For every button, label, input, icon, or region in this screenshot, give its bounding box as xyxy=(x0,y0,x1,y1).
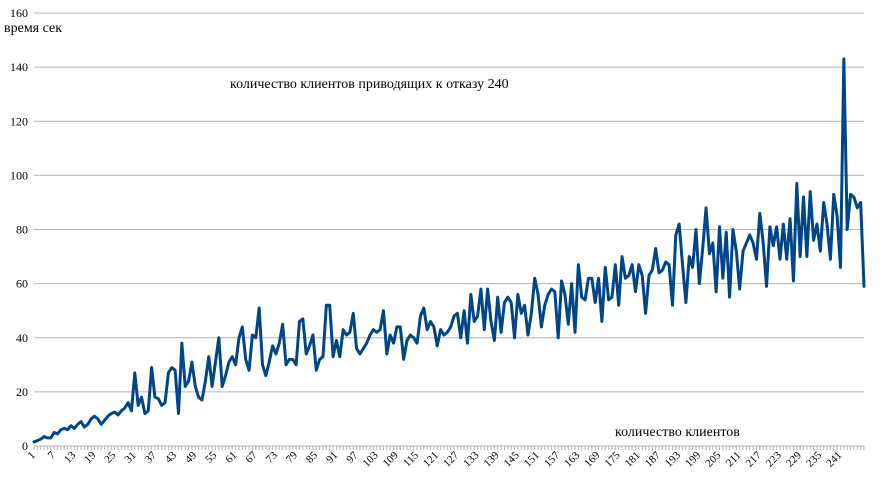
y-tick-label: 40 xyxy=(16,331,28,345)
gridlines xyxy=(34,12,864,447)
x-tick-label: 43 xyxy=(163,449,180,466)
x-tick-label: 145 xyxy=(502,449,523,470)
x-tick-label: 235 xyxy=(804,449,825,470)
x-tick-label: 181 xyxy=(623,449,643,469)
x-tick-label: 25 xyxy=(102,449,119,466)
x-tick-label: 139 xyxy=(481,449,502,470)
x-tick-label: 79 xyxy=(284,449,301,466)
y-tick-label: 120 xyxy=(10,114,28,128)
y-tick-label: 80 xyxy=(16,223,28,237)
series-layer xyxy=(32,57,866,444)
chart-annotation: количество клиентов приводящих к отказу … xyxy=(230,77,509,92)
x-tick-label: 151 xyxy=(522,449,542,469)
x-tick-label: 217 xyxy=(744,449,765,470)
x-tick-label: 157 xyxy=(542,449,563,470)
x-tick-label: 55 xyxy=(203,449,220,466)
x-tick-label: 121 xyxy=(421,449,441,469)
x-tick-label: 13 xyxy=(62,449,79,466)
x-tick-label: 97 xyxy=(344,449,361,466)
y-tick-label: 140 xyxy=(10,60,28,74)
x-axis-title: количество клиентов xyxy=(615,425,740,440)
x-tick-label: 61 xyxy=(223,449,239,465)
x-tick-label: 127 xyxy=(441,449,462,470)
x-tick-label: 133 xyxy=(461,449,482,470)
x-tick-label: 85 xyxy=(304,449,321,466)
x-tick-label: 187 xyxy=(643,449,664,470)
x-tick-label: 169 xyxy=(582,449,603,470)
x-tick-label: 229 xyxy=(784,449,805,470)
x-tick-label: 49 xyxy=(183,449,200,466)
x-tick-label: 175 xyxy=(602,449,623,470)
x-tick-label: 211 xyxy=(724,449,744,469)
x-tick-label: 109 xyxy=(381,449,402,470)
x-tick-label: 103 xyxy=(361,449,382,470)
x-tick-label: 205 xyxy=(703,449,724,470)
x-tick-label: 241 xyxy=(824,449,844,469)
x-tick-label: 7 xyxy=(46,449,59,462)
x-tick-label: 1 xyxy=(26,449,38,461)
x-axis-ticks: 1 7 13 19 25 31 37 43 49 55 61 67 73 79 85 91 97 103 109 11… xyxy=(26,446,865,470)
x-tick-label: 223 xyxy=(764,449,785,470)
x-tick-label: 19 xyxy=(82,449,99,466)
x-tick-label: 163 xyxy=(562,449,583,470)
x-tick-label: 115 xyxy=(401,449,421,469)
x-tick-label: 37 xyxy=(143,449,160,466)
series-line xyxy=(32,57,866,444)
x-tick-label: 199 xyxy=(683,449,704,470)
x-tick-label: 67 xyxy=(243,449,260,466)
y-axis-title: время сек xyxy=(4,21,62,36)
x-tick-label: 73 xyxy=(264,449,281,466)
y-tick-label: 60 xyxy=(16,277,28,291)
x-tick-label: 31 xyxy=(122,449,138,465)
x-tick-label: 91 xyxy=(324,449,340,465)
y-tick-label: 100 xyxy=(10,168,28,182)
y-tick-label: 20 xyxy=(16,385,28,399)
x-tick-label: 193 xyxy=(663,449,684,470)
y-tick-label: 0 xyxy=(22,439,28,453)
y-axis-ticks: 0 20 40 60 80 100 120 140 160 xyxy=(10,6,28,453)
y-tick-label: 160 xyxy=(10,6,28,20)
